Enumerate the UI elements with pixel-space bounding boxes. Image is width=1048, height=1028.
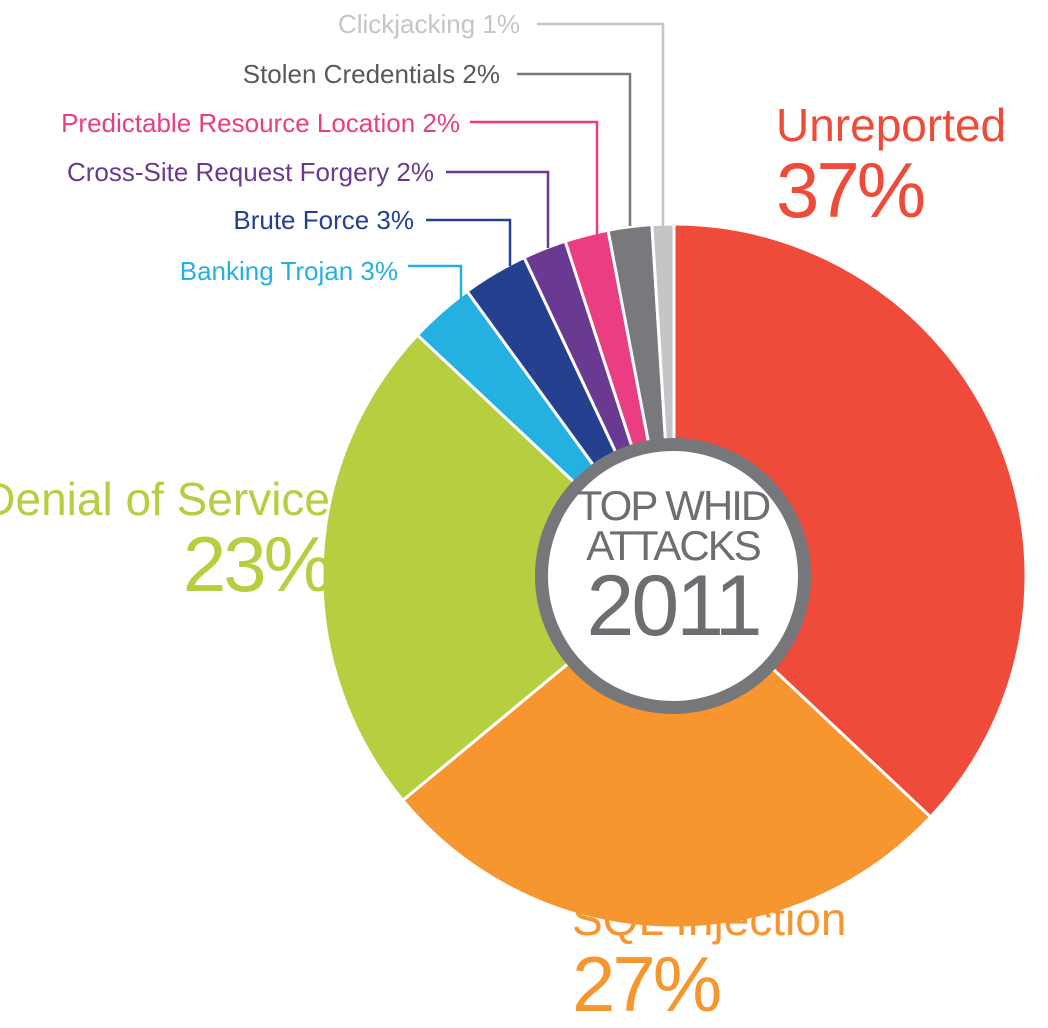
leader-stolen-credentials: [517, 72, 632, 226]
label-predictable-resource-location: Predictable Resource Location 2%: [61, 108, 460, 138]
leader-csrf: [446, 170, 550, 248]
slice-sql-injection: [400, 574, 933, 930]
label-brute-force: Brute Force 3%: [233, 205, 414, 235]
label-banking-trojan: Banking Trojan 3%: [179, 256, 398, 286]
label-stolen-credentials: Stolen Credentials 2%: [242, 59, 500, 89]
label-dos-name: Denial of Service: [0, 473, 330, 525]
leader-lines: [408, 22, 665, 302]
label-sql-injection: SQL Injection 27%: [572, 894, 846, 1024]
label-sql-name: SQL Injection: [572, 893, 847, 945]
label-sql-value: 27%: [572, 940, 722, 1028]
label-denial-of-service: Denial of Service 23%: [0, 473, 333, 608]
leader-predictable-resource-location: [470, 120, 599, 236]
slice-denial-of-service: [320, 332, 677, 803]
leader-clickjacking: [537, 22, 665, 228]
label-unreported-value: 37%: [776, 146, 926, 234]
label-clickjacking: Clickjacking 1%: [337, 9, 520, 39]
center-badge: TOP WHID ATTACKS 2011: [535, 438, 811, 714]
center-title-line2: ATTACKS: [586, 522, 761, 569]
slice-unreported: [672, 222, 1028, 820]
label-unreported: Unreported 37%: [776, 100, 1006, 230]
label-dos-value: 23%: [182, 520, 333, 608]
leader-brute-force: [426, 218, 512, 266]
leader-banking-trojan: [408, 264, 463, 302]
label-csrf: Cross-Site Request Forgery 2%: [66, 157, 434, 187]
center-title-year: 2011: [586, 558, 763, 654]
label-unreported-name: Unreported: [776, 99, 1007, 151]
center-title-line1: TOP WHID: [576, 482, 771, 529]
